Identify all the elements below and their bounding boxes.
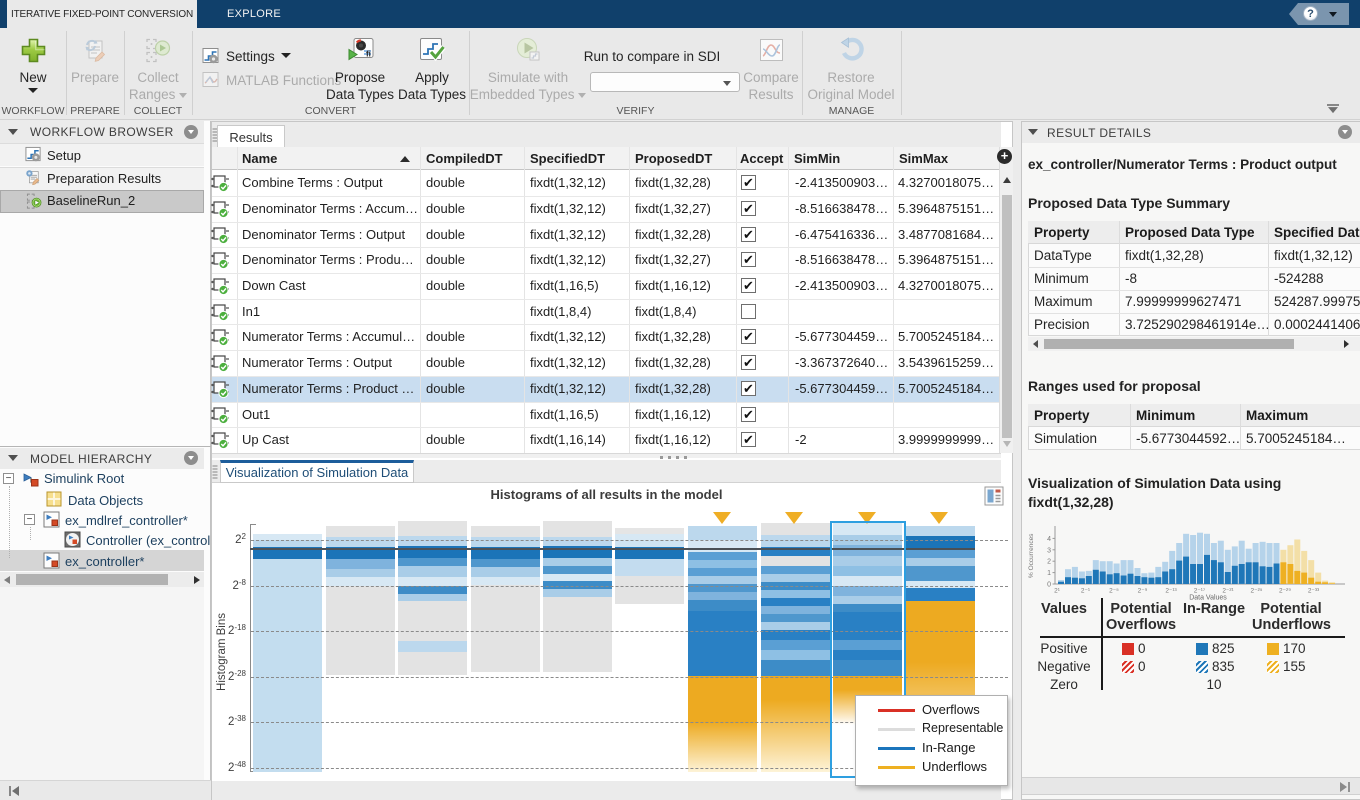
svg-text:2⁻¹⁷: 2⁻¹⁷ [1194,588,1206,595]
svg-text:2⁻²⁹: 2⁻²⁹ [1279,588,1291,595]
svg-text:2: 2 [1047,559,1051,566]
svg-text:2¹: 2¹ [1054,588,1061,595]
svg-text:0: 0 [1047,582,1051,589]
svg-text:2⁻⁵: 2⁻⁵ [1109,588,1119,595]
svg-text:1: 1 [1047,570,1051,577]
svg-text:fi: fi [366,50,371,59]
svg-text:3: 3 [1047,547,1051,554]
svg-text:2⁻³³: 2⁻³³ [1308,588,1320,595]
svg-text:2⁻¹³: 2⁻¹³ [1165,588,1177,595]
svg-text:2⁻⁹: 2⁻⁹ [1138,588,1148,595]
svg-text:2⁻²⁵: 2⁻²⁵ [1251,588,1263,595]
svg-text:2⁻²¹: 2⁻²¹ [1222,588,1234,595]
svg-text:% Occurrences: % Occurrences [1028,533,1035,578]
svg-text:2⁻¹: 2⁻¹ [1081,588,1091,595]
svg-text:Data Values: Data Values [1189,595,1227,601]
svg-text:4: 4 [1047,536,1051,543]
